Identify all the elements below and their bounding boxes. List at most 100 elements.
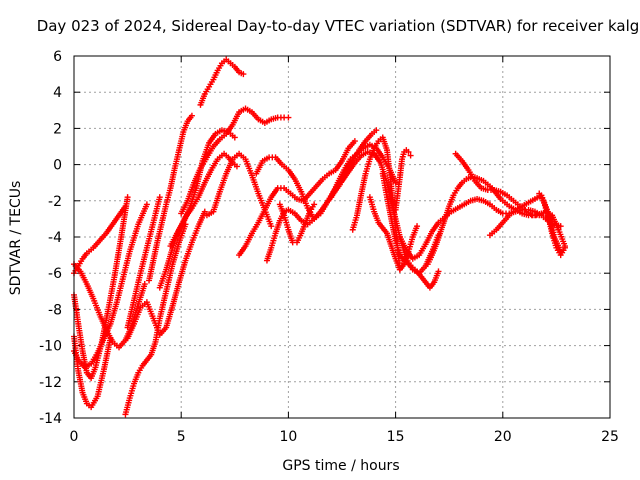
data-point-trail	[233, 65, 241, 74]
data-point-trail	[495, 208, 504, 216]
data-point-trail	[230, 111, 242, 126]
data-point	[268, 223, 275, 230]
y-tick-label: 0	[53, 158, 62, 174]
data-point-trail	[432, 270, 441, 284]
data-point-trail	[214, 128, 223, 136]
data-point-trail	[340, 170, 351, 183]
data-point-trail	[264, 246, 274, 262]
data-point-trail	[306, 217, 315, 226]
data-point-trail	[417, 264, 428, 275]
data-point-trail	[303, 210, 312, 224]
data-point	[188, 112, 195, 119]
grid-lines	[74, 56, 610, 418]
series-arc6	[122, 221, 189, 418]
data-point-trail	[91, 239, 102, 250]
data-point-trail	[157, 290, 169, 320]
data-point-trail	[372, 152, 383, 164]
data-point	[240, 71, 247, 78]
data-point-trail	[480, 185, 489, 193]
data-point-trail	[224, 158, 235, 175]
data-point-trail	[136, 364, 145, 374]
data-point-trail	[202, 169, 214, 184]
data-point-trail	[211, 69, 220, 81]
data-point-trail	[358, 172, 369, 195]
data-point-trail	[150, 239, 161, 262]
data-point-trail	[211, 190, 223, 213]
data-point-trail	[489, 228, 498, 237]
data-point-trail	[111, 340, 120, 349]
data-point-trail	[476, 196, 485, 204]
data-point-trail	[270, 115, 279, 122]
data-point-trail	[176, 223, 188, 244]
data-point-trail	[559, 247, 567, 256]
data-point	[311, 201, 318, 208]
data-point-trail	[493, 187, 502, 195]
data-point-trail	[318, 201, 329, 213]
data-point-trail	[75, 323, 86, 352]
data-point-trail	[299, 221, 308, 235]
data-point	[414, 223, 421, 230]
data-point-trail	[314, 177, 325, 188]
data-point-trail	[340, 147, 351, 162]
data-point-trail	[372, 210, 381, 224]
data-point-trail	[527, 207, 536, 215]
data-point-trail	[450, 206, 459, 214]
data-point-trail	[469, 196, 478, 204]
data-point-trail	[170, 281, 182, 307]
series-arc3	[71, 194, 131, 382]
data-point-trail	[411, 253, 421, 261]
data-point-trail	[369, 142, 378, 151]
data-point-trail	[148, 341, 158, 356]
data-point-trail	[138, 247, 150, 274]
x-axis-label: GPS time / hours	[282, 458, 399, 474]
data-point-trail	[179, 199, 190, 215]
data-point-trail	[181, 120, 190, 133]
data-point-trail	[550, 214, 561, 231]
x-tick-label: 25	[601, 429, 619, 445]
data-point-trail	[84, 283, 96, 300]
data-point-trail	[159, 203, 169, 224]
data-point-trail	[397, 236, 409, 251]
data-point-trail	[78, 270, 89, 285]
y-tick-label: -2	[48, 194, 62, 210]
chart-title: Day 023 of 2024, Sidereal Day-to-day VTE…	[37, 17, 640, 35]
data-point-trail	[191, 167, 203, 184]
data-point-trail	[393, 240, 403, 256]
data-point-trail	[499, 189, 508, 198]
data-point-trail	[335, 169, 347, 184]
data-point-trail	[243, 232, 254, 247]
x-tick-label: 5	[177, 429, 186, 445]
data-point-trail	[512, 199, 521, 208]
data-point-trail	[360, 150, 369, 158]
data-point-trail	[429, 243, 439, 256]
data-point-trail	[250, 110, 260, 121]
data-point	[407, 152, 414, 159]
data-point-trail	[268, 232, 278, 249]
data-point-trail	[538, 209, 547, 218]
data-point	[405, 148, 412, 155]
data-point-trail	[86, 246, 95, 255]
data-point-trail	[508, 208, 517, 217]
data-point-trail	[163, 187, 173, 206]
data-point-trail	[263, 117, 273, 125]
data-point-trail	[218, 132, 228, 141]
data-point-trail	[256, 208, 267, 224]
series-arc12	[178, 105, 292, 217]
data-point-trail	[354, 192, 364, 217]
data-point-trail	[224, 123, 235, 136]
data-point-trail	[72, 262, 82, 273]
data-point-trail	[521, 211, 530, 218]
data-point-trail	[419, 275, 428, 284]
y-axis-label: SDTVAR / TECUs	[8, 181, 24, 296]
data-point-trail	[425, 254, 434, 265]
data-point-trail	[357, 139, 368, 152]
data-point-trail	[342, 158, 353, 171]
data-point-trail	[144, 301, 156, 320]
y-tick-label: -4	[48, 230, 62, 246]
data-point-trail	[527, 197, 536, 205]
data-point-trail	[254, 160, 265, 175]
data-point-trail	[398, 262, 406, 271]
data-point-trail	[549, 232, 559, 249]
data-point-trail	[136, 283, 148, 305]
data-point-trail	[231, 152, 240, 161]
